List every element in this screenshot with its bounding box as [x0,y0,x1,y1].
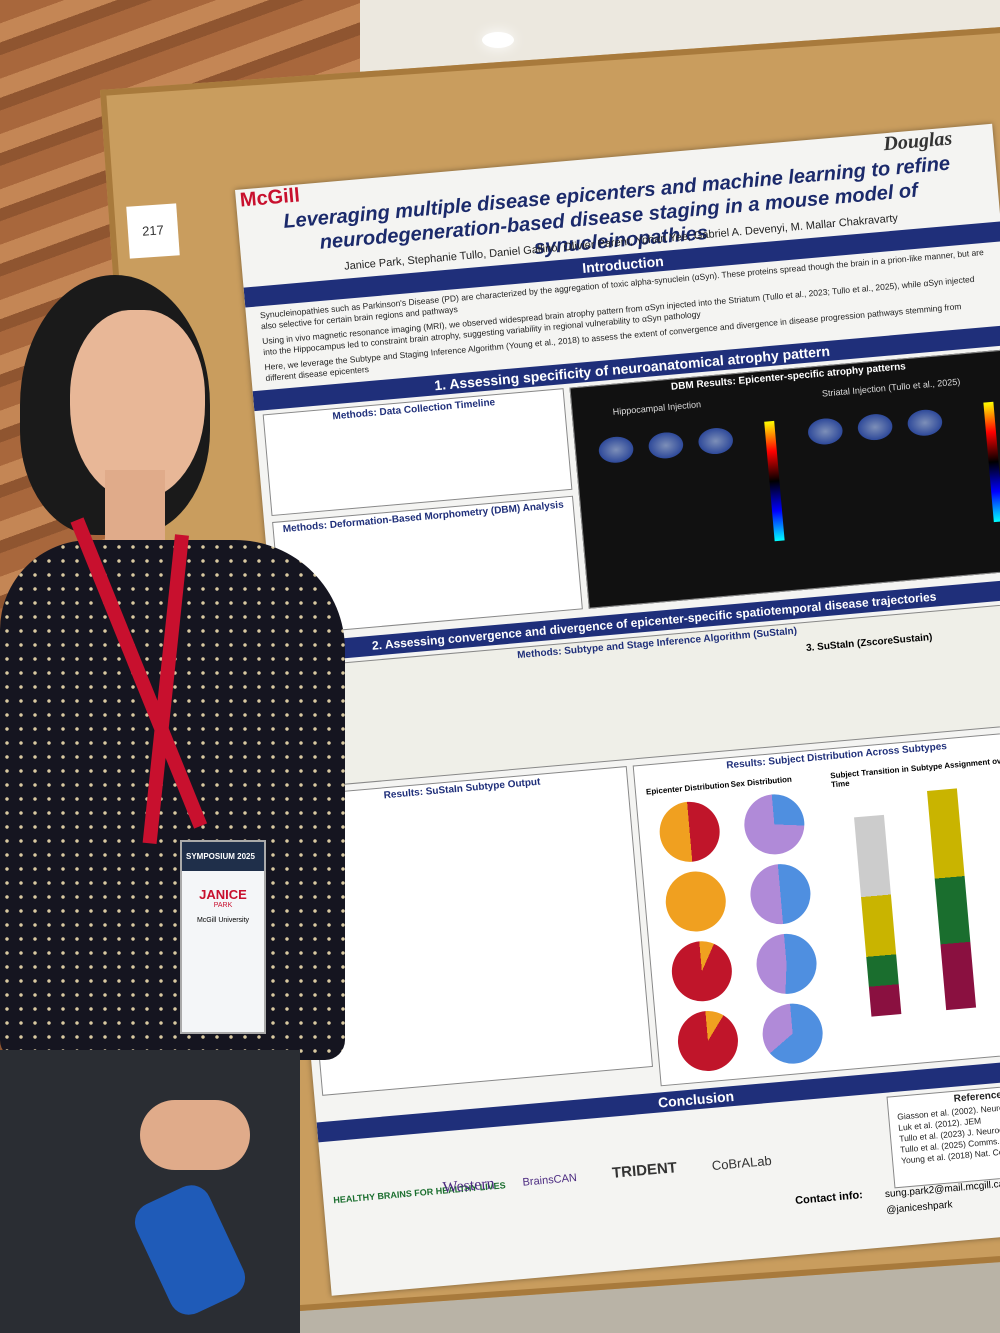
panel-label: Hippocampal Injection [612,399,702,417]
colorbar [764,420,785,542]
panel: Results: SuStaIn Subtype Output [295,766,654,1096]
badge-event: SYMPOSIUM 2025 [182,842,264,871]
board-number: 217 [126,203,180,259]
references: Reference Giasson et al. (2002). Neuron … [886,1080,1000,1189]
contact-label: Contact info: [794,1189,864,1207]
sponsor: Western [442,1175,496,1197]
sponsor: TRIDENT [611,1159,678,1182]
pie [754,931,820,997]
alluvial-bar [927,788,977,1011]
poster: McGill Douglas Leveraging multiple disea… [235,123,1000,1296]
face [70,310,205,500]
panel-label: Epicenter Distribution [645,780,730,797]
name-badge: SYMPOSIUM 2025 JANICE PARK McGill Univer… [180,840,266,1034]
pie [657,799,723,865]
brain-map [903,406,947,440]
badge-last-name: PARK [213,902,233,909]
colorbar [983,401,1000,523]
hands [140,1100,250,1170]
panel-label: Sex Distribution [730,774,793,790]
pie [675,1008,741,1074]
brain-map [644,428,688,463]
pie [663,869,729,935]
sponsor: BrainsCAN [522,1171,578,1189]
panel: Methods: Data Collection Timeline [262,388,573,517]
badge-affiliation: McGill University [196,917,250,924]
pie [747,861,813,927]
brain-map [853,410,897,444]
pie [669,938,735,1004]
neck [105,470,165,550]
brain-map [594,433,638,467]
jeans [0,1050,300,1333]
pie [760,1001,826,1067]
badge-first-name: JANICE [199,887,247,902]
alluvial-bar [854,814,902,1017]
pie [741,791,807,857]
sponsor: CoBrALab [711,1152,773,1174]
panel-label: Striatal Injection (Tullo et al., 2025) [821,376,961,399]
ceiling-light [482,32,514,48]
panel: Results: Subject Distribution Across Sub… [632,729,1000,1087]
contact: @janiceshpark [885,1199,953,1217]
panel: DBM Results: Epicenter-specific atrophy … [569,349,1000,609]
brain-map [804,414,847,449]
brain-map [694,424,737,458]
